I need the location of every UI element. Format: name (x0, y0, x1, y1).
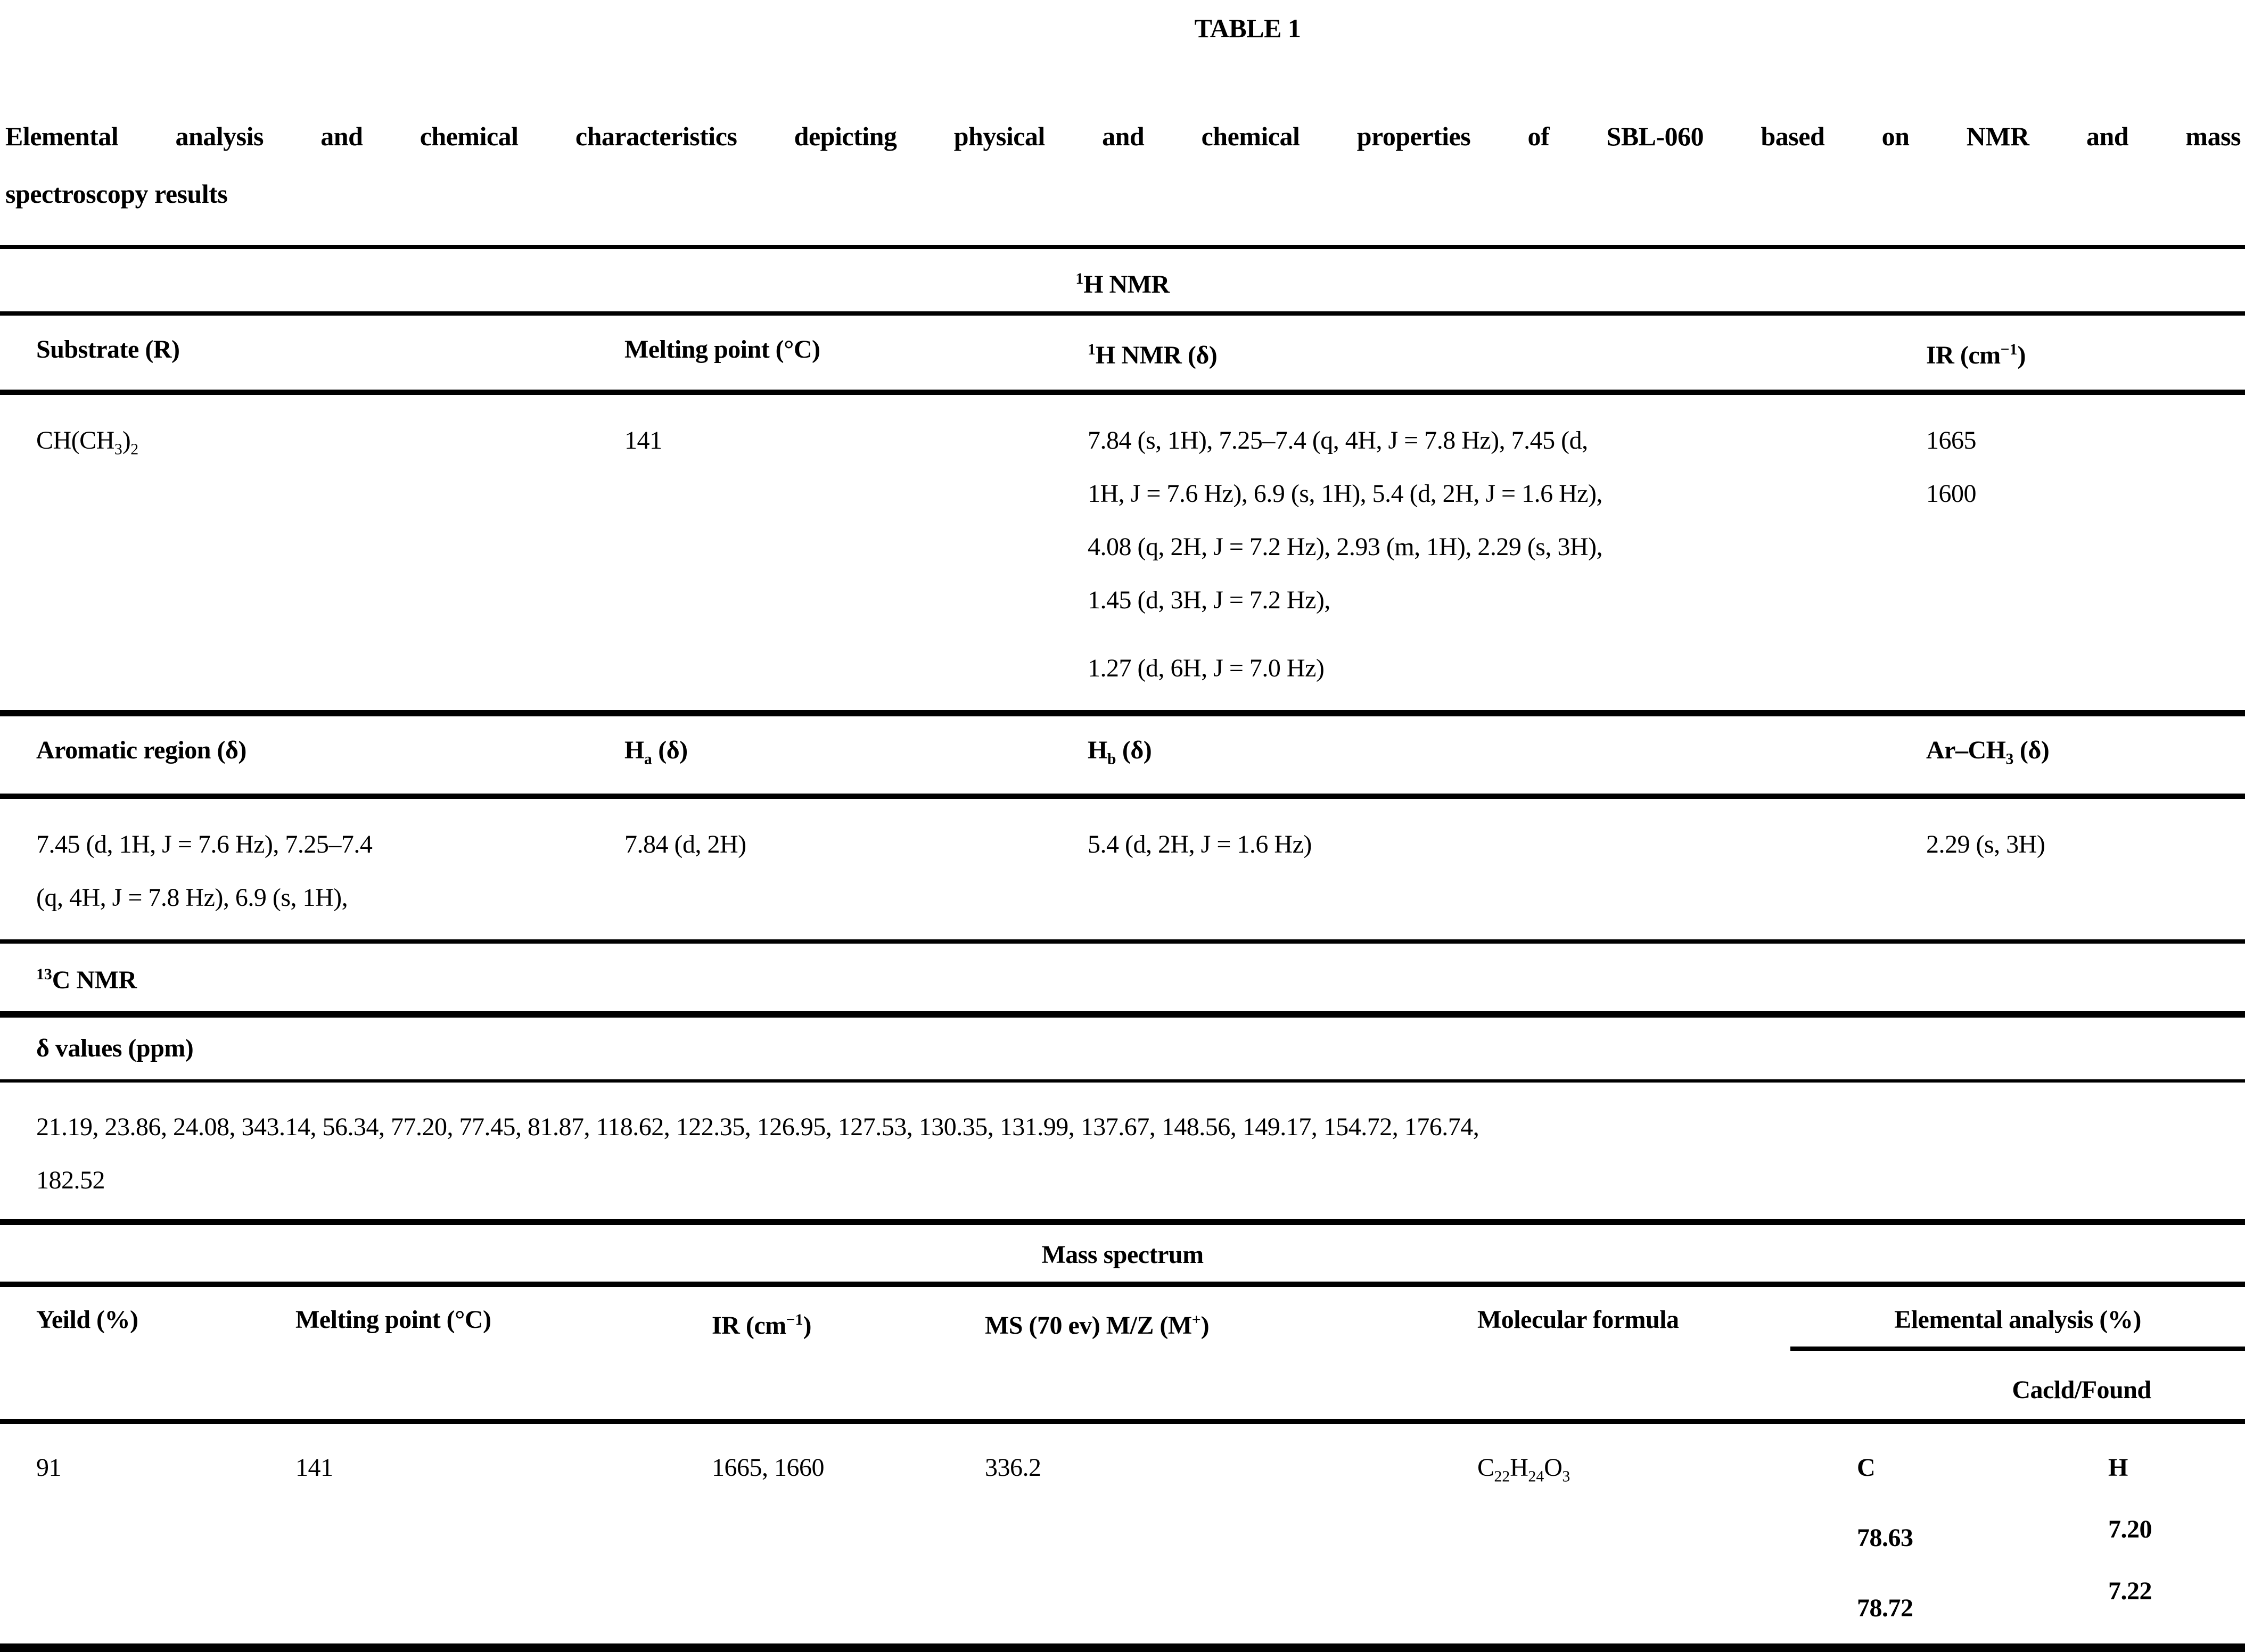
table-title: TABLE 1 (1194, 13, 1301, 43)
col-header-ar-ch3: Ar–CH3 (δ) (1926, 736, 2050, 768)
cell-mass-melting-point: 141 (295, 1453, 333, 1482)
h-found-value: 7.22 (2108, 1576, 2152, 1605)
cell-hb: 5.4 (d, 2H, J = 1.6 Hz) (1088, 830, 1312, 858)
elemental-analysis-group-header: Elemental analysis (%) Cacld/Found (1790, 1304, 2245, 1406)
rule-under-aromatic-headers (0, 793, 2245, 799)
cell-ha: 7.84 (d, 2H) (624, 830, 746, 858)
aromatic-data-row: 7.45 (d, 1H, J = 7.6 Hz), 7.25–7.4 (q, 4… (0, 799, 2245, 939)
rule-table-bottom (0, 1643, 2245, 1652)
col-header-elemental-analysis: Elemental analysis (%) (1894, 1305, 2141, 1334)
h-nmr-data-row: CH(CH3)2 141 7.84 (s, 1H), 7.25–7.4 (q, … (0, 395, 2245, 710)
cell-ir-values: 1665 1600 (1926, 414, 2234, 521)
nmr-shift-line: 1.45 (d, 3H, J = 7.2 Hz), (1088, 586, 1330, 614)
cell-aromatic-region: 7.45 (d, 1H, J = 7.6 Hz), 7.25–7.4 (q, 4… (36, 818, 624, 924)
col-header-ir: IR (cm−1) (1926, 341, 2026, 369)
nmr-shift-line: 7.84 (s, 1H), 7.25–7.4 (q, 4H, J = 7.8 H… (1088, 426, 1588, 455)
rule-under-mass-spectrum (0, 1281, 2245, 1287)
element-c-label: C (1857, 1453, 1876, 1482)
delta-values-line: 182.52 (36, 1166, 105, 1194)
col-header-aromatic-region: Aromatic region (δ) (36, 736, 246, 764)
nmr-shift-line: 1.27 (d, 6H, J = 7.0 Hz) (1088, 654, 1325, 682)
rule-under-1h-nmr (0, 311, 2245, 316)
col-header-yield: Yeild (%) (36, 1305, 138, 1334)
cell-melting-point: 141 (624, 426, 662, 455)
element-h-label: H (2108, 1453, 2128, 1482)
ir-value-line: 1665 (1926, 426, 1977, 455)
mass-data-row: 91 141 1665, 1660 336.2 C22H24O3 C 78.63… (0, 1424, 2245, 1643)
col-header-hb: Hb (δ) (1088, 736, 1152, 768)
delta-values-label: δ values (ppm) (36, 1034, 194, 1062)
section-header-13c-nmr: 13C NMR (36, 965, 137, 994)
col-header-ms: MS (70 ev) M/Z (M+) (985, 1310, 1210, 1340)
delta-values-list: 21.19, 23.86, 24.08, 343.14, 56.34, 77.2… (0, 1083, 2245, 1219)
cell-yield: 91 (36, 1453, 62, 1482)
col-header-melting-point: Melting point (°C) (624, 335, 820, 364)
cell-ar-ch3: 2.29 (s, 3H) (1926, 830, 2045, 858)
rule-under-13c-nmr (0, 1011, 2245, 1018)
h-nmr-header-row: Substrate (R) Melting point (°C) 1H NMR … (0, 316, 2245, 390)
mass-header-row: Yeild (%) Melting point (°C) IR (cm−1) M… (0, 1287, 2245, 1419)
aromatic-shift-line: (q, 4H, J = 7.8 Hz), 6.9 (s, 1H), (36, 883, 348, 912)
aromatic-shift-line: 7.45 (d, 1H, J = 7.6 Hz), 7.25–7.4 (36, 830, 373, 858)
c-calcd-value: 78.63 (1857, 1523, 1913, 1552)
cell-molecular-formula: C22H24O3 (1477, 1453, 1570, 1485)
rule-above-mass-spectrum (0, 1218, 2245, 1225)
rule-above-13c-nmr (0, 939, 2245, 944)
col-header-mass-ir: IR (cm−1) (712, 1310, 811, 1340)
c-found-value: 78.72 (1857, 1593, 1913, 1622)
cell-1h-nmr-shifts: 7.84 (s, 1H), 7.25–7.4 (q, 4H, J = 7.8 H… (1088, 414, 1926, 695)
elemental-carbon-column: C 78.63 78.72 (1790, 1452, 2018, 1624)
col-header-ha: Ha (δ) (624, 736, 688, 768)
table-caption: Elemental analysis and chemical characte… (0, 108, 2245, 222)
caption-line-2: spectroscopy results (5, 179, 228, 209)
rule-under-elemental-analysis (1790, 1346, 2245, 1351)
nmr-shift-line: 4.08 (q, 2H, J = 7.2 Hz), 2.93 (m, 1H), … (1088, 533, 1603, 561)
aromatic-header-row: Aromatic region (δ) Ha (δ) Hb (δ) Ar–CH3… (0, 716, 2245, 794)
rule-under-mass-headers (0, 1418, 2245, 1424)
ir-value-line: 1600 (1926, 480, 1977, 508)
rule-table-top (0, 245, 2245, 249)
cell-mass-ir: 1665, 1660 (712, 1453, 825, 1482)
delta-values-line: 21.19, 23.86, 24.08, 343.14, 56.34, 77.2… (36, 1112, 1479, 1141)
col-header-mass-melting-point: Melting point (°C) (295, 1305, 491, 1334)
section-header-1h-nmr: 1H NMR (1075, 270, 1170, 299)
h-calcd-value: 7.20 (2108, 1515, 2152, 1543)
rule-under-delta-label (0, 1079, 2245, 1083)
nmr-shift-line: 1H, J = 7.6 Hz), 6.9 (s, 1H), 5.4 (d, 2H… (1088, 480, 1603, 508)
col-subheader-cacld-found: Cacld/Found (2012, 1375, 2151, 1404)
cell-ms-mz: 336.2 (985, 1453, 1041, 1482)
rule-above-aromatic (0, 710, 2245, 716)
col-header-molecular-formula: Molecular formula (1477, 1305, 1679, 1334)
section-header-mass-spectrum: Mass spectrum (1041, 1240, 1204, 1269)
elemental-hydrogen-column: H 7.20 7.22 (2018, 1452, 2245, 1624)
col-header-substrate: Substrate (R) (36, 335, 180, 364)
caption-line-1: Elemental analysis and chemical characte… (5, 121, 2241, 151)
col-header-1h-nmr-delta: 1H NMR (δ) (1088, 341, 1218, 369)
cell-substrate: CH(CH3)2 (36, 426, 139, 458)
cell-elemental-analysis: C 78.63 78.72 H 7.20 7.22 (1790, 1452, 2245, 1624)
rule-under-h-nmr-headers (0, 390, 2245, 395)
